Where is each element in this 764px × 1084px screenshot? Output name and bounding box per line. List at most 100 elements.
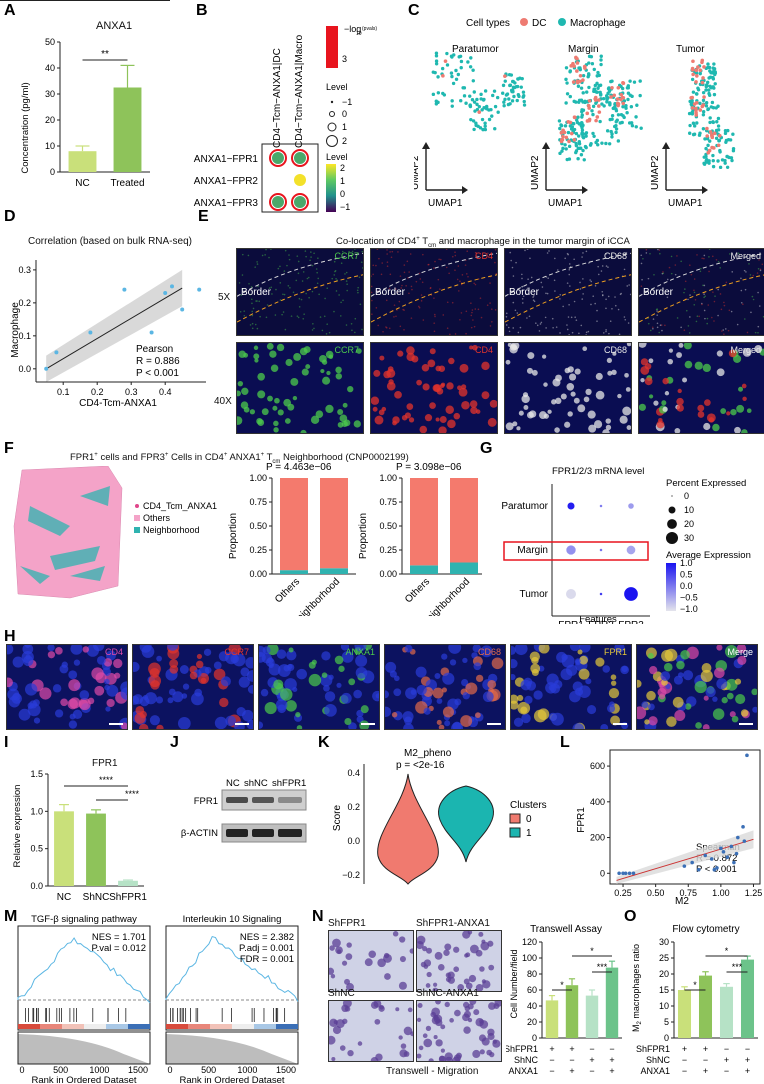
panel-b-cb-tick-4: −1 [340, 202, 350, 212]
panel-d-point [88, 330, 93, 335]
panel-d-stat-2: R = 0.886 [136, 356, 180, 367]
panel-f-ylabel: Proportion [358, 513, 369, 559]
panel-a-bar [68, 151, 97, 172]
panel-n-bar [605, 967, 619, 1038]
panel-c-xaxis-1: UMAP1 [428, 198, 463, 209]
panel-label-j: J [170, 734, 179, 751]
panel-l-point [742, 839, 747, 843]
panel-l-point [719, 846, 723, 851]
panel-a-bar-chart: Concentration (pg/ml) 0 10 20 30 40 50 NC Treat… [20, 37, 150, 189]
panel-g-pct-val: 10 [684, 505, 694, 515]
panel-o-title: Flow cytometry [672, 924, 739, 935]
panel-label-c: C [408, 2, 420, 19]
panel-d-scatter: Macrophage CD4-Tcm-ANXA1 Pearson R = 0.8… [10, 260, 206, 409]
panel-n-image [416, 1000, 502, 1062]
panel-l-point [682, 864, 687, 868]
panel-o-sign: + [724, 1055, 729, 1065]
panel-o-sign: + [745, 1066, 750, 1076]
panel-f-ytick: 1.00 [249, 473, 267, 483]
panel-h-image: Merge [636, 644, 758, 730]
panel-n-image-label: ShFPR1 [328, 918, 366, 929]
panel-n-sign: + [569, 1044, 574, 1054]
panel-l-xtick: 1.00 [712, 888, 730, 898]
panel-g-dot [626, 545, 636, 555]
panel-o-ytick: 30 [659, 937, 669, 947]
panel-o-sign: + [703, 1044, 708, 1054]
panel-e-channel-label: Merged [730, 251, 761, 261]
panel-l-xtick: 0.50 [647, 888, 665, 898]
panel-l-point [623, 871, 628, 876]
panel-n-sign: − [589, 1066, 594, 1076]
panel-n-image-label: ShNC [328, 988, 355, 999]
panel-g-dot [567, 502, 575, 510]
panel-n-sign: + [589, 1055, 594, 1065]
panel-o-sign: − [682, 1066, 687, 1076]
panel-f-bar-others [410, 478, 438, 566]
panel-n-row-label: ShFPR1 [506, 1044, 538, 1054]
panel-c-yaxis-3: UMAP2 [650, 155, 661, 190]
panel-f-xtick: Others [403, 576, 432, 605]
panel-f-title: FPR1+ cells and FPR3+ Cells in CD4+ ANXA… [70, 452, 409, 465]
scale-bar [361, 723, 375, 725]
panel-b-cb-tick-3: 0 [340, 189, 345, 199]
panel-i-ytick: 1.5 [30, 769, 43, 779]
panel-i-bar [118, 880, 138, 886]
panel-a-sig: ** [101, 49, 109, 60]
panel-o-bar [698, 975, 713, 1038]
panel-label-e: E [198, 208, 209, 225]
panel-l-scatter: FPR1 M2 Spearman R = 0.872 P < 0.001 020… [576, 749, 762, 907]
panel-g-dot [599, 592, 603, 596]
panel-g-col-label: FPR3 [618, 620, 644, 624]
panel-a-ytick: 10 [45, 141, 55, 151]
panel-e-image: Border Merged [638, 248, 764, 336]
panel-a-ytick: 20 [45, 115, 55, 125]
panel-l-ytick: 0 [600, 868, 605, 878]
panel-n-sign: + [609, 1055, 614, 1065]
panel-g-avg-tick: 1.0 [680, 558, 693, 568]
panel-f-bar-neighborhood [280, 570, 308, 574]
panel-n-caption: Transwell - Migration [386, 1066, 479, 1077]
panel-label-a: A [4, 2, 16, 19]
panel-n-bar [585, 995, 599, 1038]
panel-e-image: Border CCR7 [236, 248, 364, 336]
panel-g-avg-tick: −0.5 [680, 593, 698, 603]
panel-m-xlabel: Rank in Ordered Dataset [31, 1075, 136, 1084]
panel-o-bar [719, 986, 734, 1038]
panel-e-channel-label: CD68 [603, 345, 627, 355]
panel-i-bar-chart: Relative expression 0.0 0.5 1.0 1.5 NC ShNC Sh… [12, 769, 147, 903]
panel-l-point [729, 844, 734, 849]
panel-c-yaxis-2: UMAP2 [530, 155, 541, 190]
panel-o-ytick: 10 [659, 1001, 669, 1011]
panel-l-point [631, 871, 636, 876]
panel-n-ytick: 40 [527, 1001, 537, 1011]
panel-l-point [715, 866, 719, 870]
panel-n-images: ShFPR1 ShFPR1-ANXA1 ShNC ShNC-ANXA1 [0, 0, 764, 1062]
panel-label-g: G [480, 440, 493, 457]
panel-o-sign: − [682, 1055, 687, 1065]
panel-label-i: I [4, 734, 9, 751]
panel-b-dot [272, 196, 284, 208]
panel-m-gsea: TGF-β signaling pathway NES = 1.701P.val … [17, 914, 299, 1084]
panel-c-title-3: Tumor [676, 44, 705, 55]
panel-k-ylabel: Score [332, 805, 343, 832]
panel-n-ylabel: Cell Number/field [509, 949, 519, 1018]
panel-m-xlabel: Rank in Ordered Dataset [179, 1075, 284, 1084]
panel-m-xtick: 500 [53, 1065, 68, 1075]
panel-f-bar-neighborhood [410, 565, 438, 574]
panel-n-sign: − [549, 1066, 554, 1076]
panel-b-dot [294, 174, 306, 186]
panel-f-t8: + [260, 452, 265, 458]
panel-d-xtick: 0.2 [91, 387, 104, 397]
panel-k-violin-0 [377, 773, 439, 885]
panel-n-image-label: ShFPR1-ANXA1 [416, 918, 490, 929]
panel-k-ytick-2: 0.2 [347, 802, 360, 812]
panel-d-point [54, 350, 59, 355]
panel-e-channel-label: CD4 [474, 345, 493, 355]
panel-f-t4: + [164, 452, 169, 458]
panel-j-row-2: β-ACTIN [181, 828, 218, 839]
panel-l-ytick: 200 [590, 833, 605, 843]
panel-b-col-label-2: CD4−Tcm−ANXA1|Macro [294, 34, 305, 148]
panel-o-sig: * [693, 980, 697, 990]
panel-i-xtick: ShFPR1 [109, 892, 147, 903]
panel-d-ytick: 0.0 [18, 364, 31, 374]
